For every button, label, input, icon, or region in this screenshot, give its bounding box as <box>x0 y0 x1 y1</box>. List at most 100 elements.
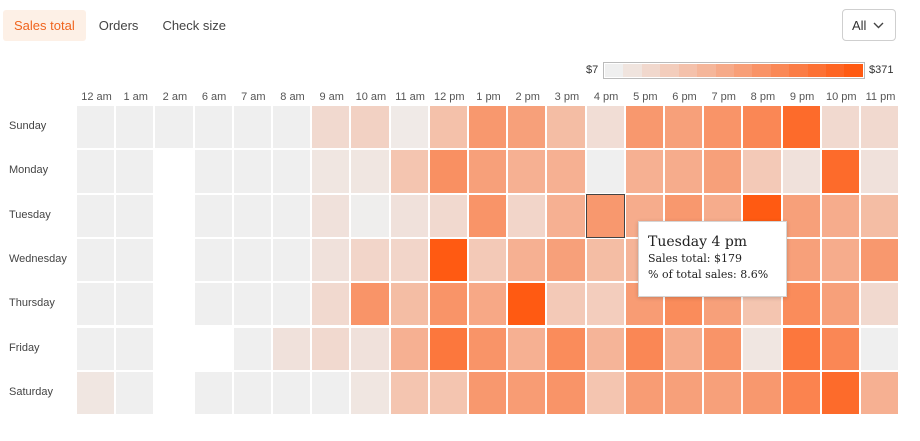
heatmap-cell-monday-1-pm[interactable] <box>469 150 507 193</box>
heatmap-cell-tuesday-3-pm[interactable] <box>547 194 585 237</box>
heatmap-cell-wednesday-1-pm[interactable] <box>469 238 507 282</box>
heatmap-cell-friday-7-pm[interactable] <box>704 327 742 370</box>
tab-sales-total[interactable]: Sales total <box>3 10 86 41</box>
heatmap-cell-thursday-11-am[interactable] <box>390 283 428 326</box>
heatmap-cell-friday-4-pm[interactable] <box>586 327 624 370</box>
heatmap-cell-wednesday-12-pm[interactable] <box>429 238 467 282</box>
heatmap-cell-saturday-11-pm[interactable] <box>861 371 899 415</box>
heatmap-cell-saturday-12-am[interactable] <box>77 371 115 415</box>
heatmap-cell-tuesday-10-am[interactable] <box>351 194 389 237</box>
heatmap-cell-friday-7-am[interactable] <box>233 327 271 370</box>
heatmap-cell-tuesday-1-pm[interactable] <box>469 194 507 237</box>
heatmap-cell-monday-7-pm[interactable] <box>704 150 742 193</box>
heatmap-cell-thursday-12-am[interactable] <box>77 283 115 326</box>
heatmap-cell-thursday-8-am[interactable] <box>273 283 311 326</box>
heatmap-cell-monday-10-pm[interactable] <box>821 150 859 193</box>
heatmap-cell-saturday-4-pm[interactable] <box>586 371 624 415</box>
heatmap-cell-sunday-7-pm[interactable] <box>704 106 742 149</box>
heatmap-cell-saturday-7-am[interactable] <box>233 371 271 415</box>
heatmap-cell-monday-11-pm[interactable] <box>861 150 899 193</box>
heatmap-cell-sunday-2-am[interactable] <box>155 106 193 149</box>
heatmap-cell-thursday-9-pm[interactable] <box>782 283 820 326</box>
heatmap-cell-monday-5-pm[interactable] <box>625 150 663 193</box>
heatmap-cell-saturday-6-pm[interactable] <box>665 371 703 415</box>
heatmap-cell-sunday-2-pm[interactable] <box>508 106 546 149</box>
heatmap-cell-saturday-8-am[interactable] <box>273 371 311 415</box>
heatmap-cell-friday-6-pm[interactable] <box>665 327 703 370</box>
heatmap-cell-wednesday-10-pm[interactable] <box>821 238 859 282</box>
heatmap-cell-saturday-11-am[interactable] <box>390 371 428 415</box>
heatmap-cell-sunday-10-am[interactable] <box>351 106 389 149</box>
heatmap-cell-sunday-10-pm[interactable] <box>821 106 859 149</box>
heatmap-cell-monday-3-pm[interactable] <box>547 150 585 193</box>
heatmap-cell-wednesday-2-pm[interactable] <box>508 238 546 282</box>
heatmap-cell-wednesday-1-am[interactable] <box>116 238 154 282</box>
heatmap-cell-wednesday-11-am[interactable] <box>390 238 428 282</box>
heatmap-cell-friday-5-pm[interactable] <box>625 327 663 370</box>
heatmap-cell-sunday-12-am[interactable] <box>77 106 115 149</box>
heatmap-cell-friday-9-pm[interactable] <box>782 327 820 370</box>
heatmap-cell-tuesday-10-pm[interactable] <box>821 194 859 237</box>
heatmap-cell-friday-10-pm[interactable] <box>821 327 859 370</box>
heatmap-cell-tuesday-4-pm[interactable] <box>586 194 624 237</box>
heatmap-cell-monday-6-am[interactable] <box>194 150 232 193</box>
filter-dropdown[interactable]: All <box>842 9 896 41</box>
heatmap-cell-wednesday-3-pm[interactable] <box>547 238 585 282</box>
heatmap-cell-thursday-6-am[interactable] <box>194 283 232 326</box>
heatmap-cell-sunday-5-pm[interactable] <box>625 106 663 149</box>
heatmap-cell-saturday-9-am[interactable] <box>312 371 350 415</box>
heatmap-cell-monday-2-pm[interactable] <box>508 150 546 193</box>
heatmap-cell-monday-9-pm[interactable] <box>782 150 820 193</box>
heatmap-cell-sunday-8-am[interactable] <box>273 106 311 149</box>
heatmap-cell-saturday-8-pm[interactable] <box>743 371 781 415</box>
heatmap-cell-sunday-4-pm[interactable] <box>586 106 624 149</box>
heatmap-cell-wednesday-4-pm[interactable] <box>586 238 624 282</box>
heatmap-cell-friday-8-am[interactable] <box>273 327 311 370</box>
heatmap-cell-sunday-6-am[interactable] <box>194 106 232 149</box>
heatmap-cell-monday-12-pm[interactable] <box>429 150 467 193</box>
heatmap-cell-friday-12-pm[interactable] <box>429 327 467 370</box>
heatmap-cell-monday-10-am[interactable] <box>351 150 389 193</box>
heatmap-cell-tuesday-9-pm[interactable] <box>782 194 820 237</box>
heatmap-cell-sunday-8-pm[interactable] <box>743 106 781 149</box>
heatmap-cell-sunday-12-pm[interactable] <box>429 106 467 149</box>
heatmap-cell-thursday-11-pm[interactable] <box>861 283 899 326</box>
heatmap-cell-monday-8-am[interactable] <box>273 150 311 193</box>
heatmap-cell-tuesday-7-am[interactable] <box>233 194 271 237</box>
heatmap-cell-wednesday-10-am[interactable] <box>351 238 389 282</box>
heatmap-cell-thursday-1-am[interactable] <box>116 283 154 326</box>
heatmap-cell-friday-8-pm[interactable] <box>743 327 781 370</box>
heatmap-cell-sunday-1-am[interactable] <box>116 106 154 149</box>
heatmap-cell-tuesday-11-pm[interactable] <box>861 194 899 237</box>
heatmap-cell-saturday-6-am[interactable] <box>194 371 232 415</box>
heatmap-cell-tuesday-12-pm[interactable] <box>429 194 467 237</box>
heatmap-cell-thursday-1-pm[interactable] <box>469 283 507 326</box>
heatmap-cell-monday-11-am[interactable] <box>390 150 428 193</box>
heatmap-cell-sunday-9-pm[interactable] <box>782 106 820 149</box>
heatmap-cell-saturday-10-pm[interactable] <box>821 371 859 415</box>
heatmap-cell-tuesday-6-am[interactable] <box>194 194 232 237</box>
heatmap-cell-monday-6-pm[interactable] <box>665 150 703 193</box>
heatmap-cell-friday-10-am[interactable] <box>351 327 389 370</box>
heatmap-cell-saturday-9-pm[interactable] <box>782 371 820 415</box>
heatmap-cell-thursday-12-pm[interactable] <box>429 283 467 326</box>
heatmap-cell-friday-1-am[interactable] <box>116 327 154 370</box>
heatmap-cell-monday-12-am[interactable] <box>77 150 115 193</box>
heatmap-cell-friday-2-pm[interactable] <box>508 327 546 370</box>
heatmap-cell-sunday-11-pm[interactable] <box>861 106 899 149</box>
heatmap-cell-saturday-10-am[interactable] <box>351 371 389 415</box>
heatmap-cell-sunday-9-am[interactable] <box>312 106 350 149</box>
heatmap-cell-tuesday-1-am[interactable] <box>116 194 154 237</box>
heatmap-cell-wednesday-9-pm[interactable] <box>782 238 820 282</box>
heatmap-cell-tuesday-9-am[interactable] <box>312 194 350 237</box>
heatmap-cell-sunday-1-pm[interactable] <box>469 106 507 149</box>
heatmap-cell-sunday-3-pm[interactable] <box>547 106 585 149</box>
heatmap-cell-friday-12-am[interactable] <box>77 327 115 370</box>
heatmap-cell-tuesday-2-pm[interactable] <box>508 194 546 237</box>
heatmap-cell-wednesday-9-am[interactable] <box>312 238 350 282</box>
heatmap-cell-wednesday-7-am[interactable] <box>233 238 271 282</box>
heatmap-cell-thursday-9-am[interactable] <box>312 283 350 326</box>
heatmap-cell-saturday-12-pm[interactable] <box>429 371 467 415</box>
heatmap-cell-tuesday-11-am[interactable] <box>390 194 428 237</box>
heatmap-cell-thursday-4-pm[interactable] <box>586 283 624 326</box>
